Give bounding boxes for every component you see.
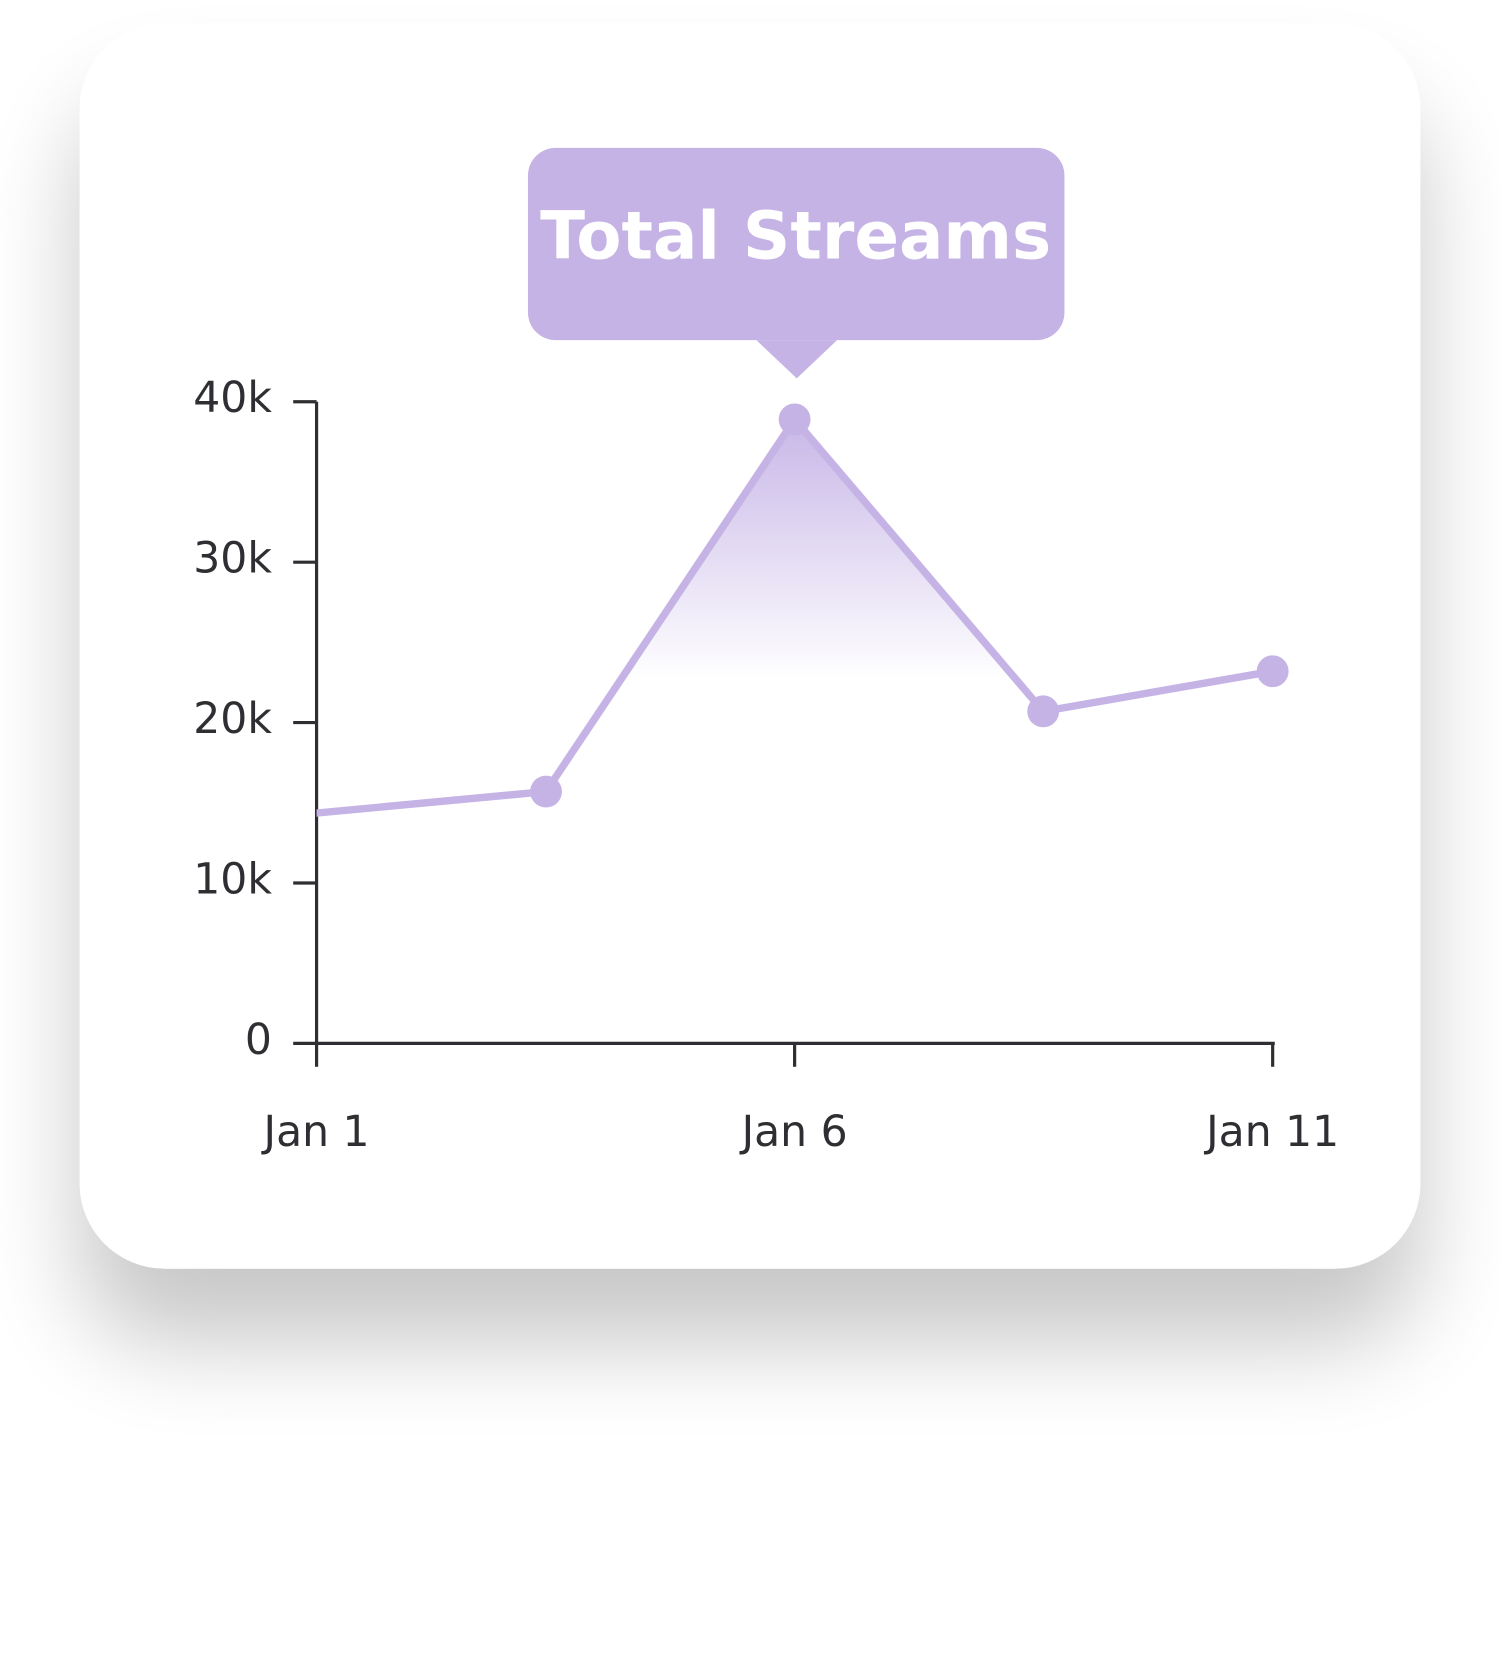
x-tick-label: Jan 11 (1203, 1108, 1339, 1157)
tooltip: Total Streams (527, 147, 1065, 379)
tooltip-pointer (756, 340, 838, 379)
tooltip-text: Total Streams (540, 197, 1051, 274)
y-tick-label: 10k (193, 855, 272, 904)
tooltip-box (527, 147, 1065, 341)
x-tick-label: Jan 1 (261, 1108, 370, 1157)
point (1256, 655, 1289, 688)
x-tick-label: Jan 6 (739, 1108, 848, 1157)
y-tick-label: 40k (193, 374, 272, 423)
y-tick-label: 20k (193, 695, 272, 744)
series (316, 403, 1289, 1044)
y-tick-label: 30k (193, 535, 272, 584)
y-tick-label: 0 (245, 1016, 272, 1065)
point (1027, 695, 1060, 728)
area (316, 419, 1273, 1044)
plot: 0 10k 20k 30k 40k Jan 1 Jan 6 Jan 11 (193, 374, 1339, 1157)
point (778, 403, 811, 436)
point (530, 775, 562, 808)
